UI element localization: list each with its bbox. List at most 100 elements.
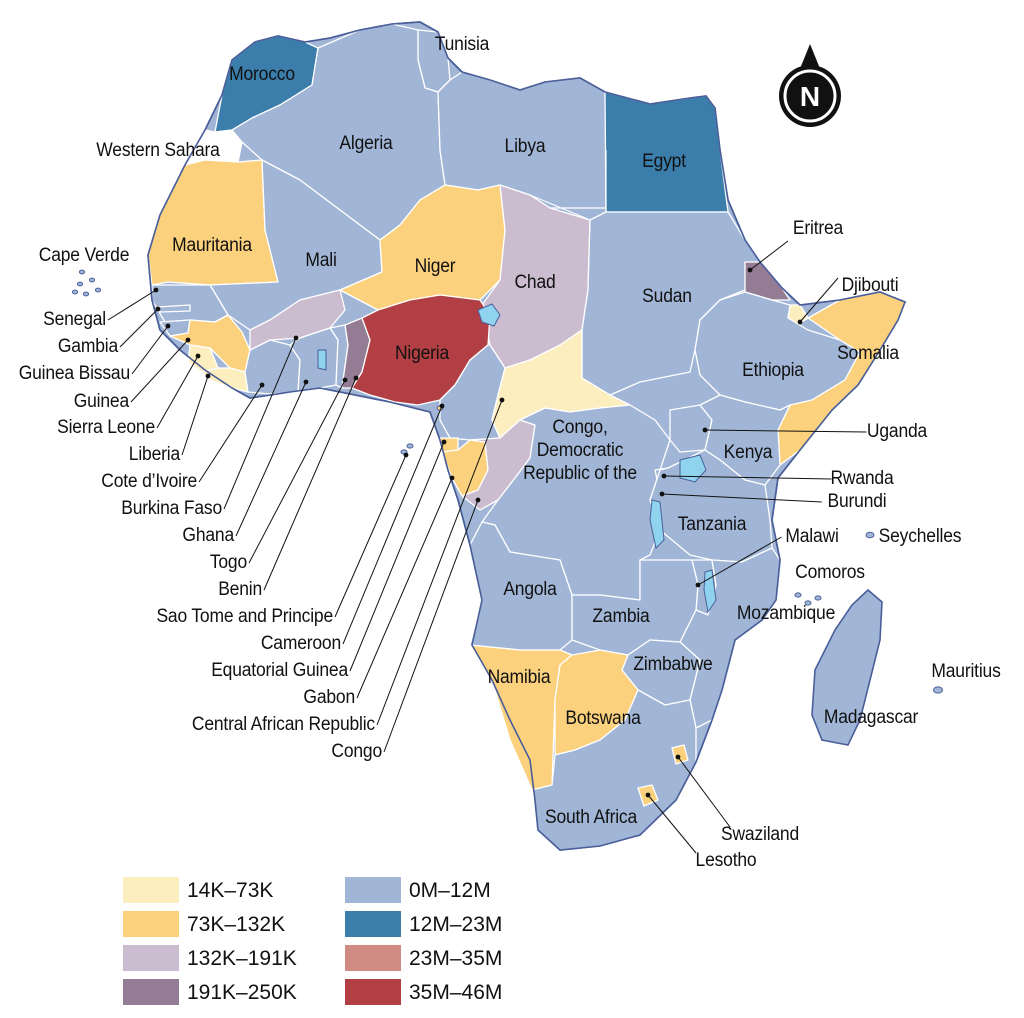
label-sudan: Sudan bbox=[642, 286, 692, 307]
island-comoros bbox=[814, 595, 822, 601]
label-niger: Niger bbox=[414, 256, 456, 277]
label-mauritius: Mauritius bbox=[931, 661, 1001, 682]
label-chad: Chad bbox=[514, 272, 556, 293]
lake-tanganyika bbox=[649, 499, 665, 550]
leader-dot-congo bbox=[475, 497, 481, 503]
leader-dot-cameroon bbox=[439, 403, 445, 409]
label-kenya: Kenya bbox=[723, 442, 773, 463]
island-comoros bbox=[794, 592, 802, 598]
leader-dot-eritrea bbox=[747, 267, 753, 273]
label-benin: Benin bbox=[218, 579, 262, 600]
label-western-sahara: Western Sahara bbox=[96, 140, 220, 161]
island-cape-verde bbox=[82, 291, 90, 297]
legend-label: 14K–73K bbox=[187, 879, 274, 902]
leader-dot-rwanda bbox=[661, 473, 667, 479]
lake-victoria bbox=[679, 454, 707, 483]
region-madagascar bbox=[811, 588, 883, 746]
island-cape-verde bbox=[76, 281, 84, 287]
label-cape-verde: Cape Verde bbox=[38, 245, 130, 266]
leader-dot-togo bbox=[342, 377, 348, 383]
island-sao-tome-and-principe bbox=[406, 443, 414, 449]
label-sierra-leone: Sierra Leone bbox=[57, 417, 155, 438]
leader-dot-guinea bbox=[185, 337, 191, 343]
leader-guinea-bissau bbox=[131, 325, 169, 375]
legend-label: 12M–23M bbox=[409, 913, 503, 936]
leader-dot-uganda bbox=[702, 427, 708, 433]
label-comoros: Comoros bbox=[795, 562, 865, 583]
label-congo-democratic-republic-of-the-line-1: Congo, bbox=[552, 417, 608, 438]
label-swaziland: Swaziland bbox=[720, 824, 800, 845]
label-equatorial-guinea: Equatorial Guinea bbox=[211, 660, 348, 681]
legend-swatch bbox=[123, 877, 179, 903]
lake-volta bbox=[317, 349, 327, 371]
label-congo-democratic-republic-of-the-line-3: Republic of the bbox=[523, 463, 637, 484]
leader-dot-lesotho bbox=[645, 792, 651, 798]
island-mauritius bbox=[933, 686, 943, 694]
label-senegal: Senegal bbox=[43, 309, 106, 330]
leader-burundi bbox=[661, 493, 822, 503]
region-liberia bbox=[201, 367, 249, 393]
label-ghana: Ghana bbox=[182, 525, 234, 546]
lake-chad bbox=[477, 303, 501, 327]
label-burundi: Burundi bbox=[827, 491, 887, 512]
leader-dot-ghana bbox=[303, 379, 309, 385]
legend-label: 23M–35M bbox=[409, 947, 503, 970]
region-swaziland bbox=[671, 744, 689, 765]
leader-dot-equatorial-guinea bbox=[441, 439, 447, 445]
leader-dot-gabon bbox=[449, 475, 455, 481]
leader-sierra-leone bbox=[156, 355, 199, 429]
label-angola: Angola bbox=[503, 579, 557, 600]
leader-dot-benin bbox=[353, 375, 359, 381]
leader-dot-burundi bbox=[659, 491, 665, 497]
label-botswana: Botswana bbox=[565, 708, 641, 729]
leader-gabon bbox=[356, 477, 453, 699]
leader-gambia bbox=[119, 308, 159, 348]
label-mali: Mali bbox=[305, 250, 337, 271]
leader-dot-cote-divoire bbox=[259, 382, 265, 388]
label-burkina-faso: Burkina Faso bbox=[121, 498, 222, 519]
legend-label: 35M–46M bbox=[409, 981, 503, 1004]
leader-dot-gambia bbox=[155, 306, 161, 312]
label-madagascar: Madagascar bbox=[823, 707, 919, 728]
label-guinea-bissau: Guinea Bissau bbox=[18, 363, 130, 384]
label-zambia: Zambia bbox=[592, 606, 650, 627]
island-cape-verde bbox=[78, 269, 86, 275]
label-uganda: Uganda bbox=[866, 421, 928, 442]
legend-label: 0M–12M bbox=[409, 879, 491, 902]
legend-swatch bbox=[345, 877, 401, 903]
label-lesotho: Lesotho bbox=[695, 850, 757, 871]
label-tanzania: Tanzania bbox=[677, 514, 747, 535]
label-mozambique: Mozambique bbox=[736, 603, 836, 624]
lake-malawi bbox=[703, 569, 717, 614]
compass-ring bbox=[783, 69, 837, 123]
label-morocco: Morocco bbox=[229, 64, 295, 85]
label-tunisia: Tunisia bbox=[434, 34, 490, 55]
region-gambia bbox=[157, 304, 191, 313]
region-burkina-faso bbox=[249, 289, 346, 351]
leader-burkina-faso bbox=[223, 337, 297, 510]
label-liberia: Liberia bbox=[128, 444, 180, 465]
label-nigeria: Nigeria bbox=[394, 343, 450, 364]
coastline bbox=[147, 21, 907, 851]
label-eritrea: Eritrea bbox=[792, 218, 844, 239]
leader-cameroon bbox=[342, 405, 443, 645]
leader-benin bbox=[263, 377, 357, 591]
legend-swatch bbox=[345, 911, 401, 937]
leader-dot-burkina-faso bbox=[293, 335, 299, 341]
leader-guinea bbox=[130, 339, 189, 403]
label-algeria: Algeria bbox=[339, 133, 393, 154]
leader-ghana bbox=[235, 381, 307, 537]
label-somalia: Somalia bbox=[837, 343, 899, 364]
island-cape-verde bbox=[71, 289, 79, 295]
leader-liberia bbox=[181, 375, 209, 456]
legend-swatch bbox=[123, 911, 179, 937]
leader-dot-central-african-republic bbox=[499, 397, 505, 403]
label-rwanda: Rwanda bbox=[830, 468, 894, 489]
leader-dot-liberia bbox=[205, 373, 211, 379]
leader-equatorial-guinea bbox=[349, 441, 445, 672]
leader-sao-tome-and-principe bbox=[334, 454, 407, 618]
leader-central-african-republic bbox=[376, 399, 503, 726]
legend-label: 73K–132K bbox=[187, 913, 286, 936]
island-cape-verde bbox=[88, 277, 96, 283]
